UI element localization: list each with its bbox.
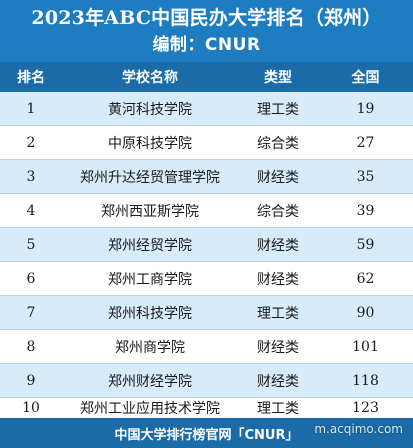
school-cell: 郑州升达经贸管理学院 <box>80 169 220 186</box>
rank-cell: 2 <box>26 134 36 151</box>
score-cell: 27 <box>356 134 375 151</box>
school-cell: 中原科技学院 <box>108 135 192 152</box>
school-cell: 郑州经贸学院 <box>108 237 192 254</box>
table-row: 2 中原科技学院 综合类 27 <box>0 126 413 160</box>
table-row: 9 郑州财经学院 财经类 118 <box>0 364 413 398</box>
rank-cell: 7 <box>26 304 36 321</box>
rank-cell: 10 <box>22 400 40 416</box>
table-row: 5 郑州经贸学院 财经类 59 <box>0 228 413 262</box>
rank-cell: 4 <box>26 202 36 219</box>
table-row: 1 黄河科技学院 理工类 19 <box>0 92 413 126</box>
footer-banner: 中国大学排行榜官网「CNUR」 <box>0 418 413 448</box>
type-cell: 综合类 <box>257 203 299 220</box>
school-cell: 郑州财经学院 <box>108 373 192 390</box>
table-header: 排名 学校名称 类型 全国 <box>0 62 413 92</box>
table-row: 8 郑州商学院 财经类 101 <box>0 330 413 364</box>
type-cell: 财经类 <box>257 169 299 186</box>
watermark: m.acqimo.com <box>314 422 403 436</box>
type-cell: 财经类 <box>257 339 299 356</box>
page-title: 2023年ABC中国民办大学排名（郑州） <box>31 7 382 29</box>
table-row: 3 郑州升达经贸管理学院 财经类 35 <box>0 160 413 194</box>
table-row: 4 郑州西亚斯学院 综合类 39 <box>0 194 413 228</box>
score-cell: 62 <box>356 270 375 287</box>
rank-cell: 3 <box>26 168 36 185</box>
score-cell: 101 <box>352 338 379 355</box>
school-cell: 郑州科技学院 <box>108 305 192 322</box>
rank-cell: 8 <box>26 338 36 355</box>
score-cell: 59 <box>356 236 375 253</box>
score-cell: 19 <box>356 100 375 117</box>
school-cell: 郑州工业应用技术学院 <box>80 401 220 417</box>
footer-text: 中国大学排行榜官网「CNUR」 <box>114 427 299 443</box>
type-cell: 综合类 <box>257 135 299 152</box>
score-cell: 90 <box>356 304 375 321</box>
type-cell: 财经类 <box>257 373 299 390</box>
rank-cell: 1 <box>26 100 36 117</box>
score-cell: 123 <box>352 400 379 416</box>
score-cell: 35 <box>356 168 375 185</box>
school-cell: 黄河科技学院 <box>108 101 192 118</box>
table-row: 7 郑州科技学院 理工类 90 <box>0 296 413 330</box>
score-cell: 39 <box>356 202 375 219</box>
type-cell: 理工类 <box>257 401 299 417</box>
rank-cell: 9 <box>26 372 36 389</box>
school-cell: 郑州西亚斯学院 <box>101 203 199 220</box>
type-cell: 财经类 <box>257 237 299 254</box>
score-cell: 118 <box>352 372 379 389</box>
table-row: 6 郑州工商学院 财经类 62 <box>0 262 413 296</box>
header-type: 类型 <box>264 70 292 86</box>
rank-cell: 5 <box>26 236 36 253</box>
rank-cell: 6 <box>26 270 36 287</box>
type-cell: 财经类 <box>257 271 299 288</box>
table-row: 10 郑州工业应用技术学院 理工类 123 <box>0 398 413 418</box>
type-cell: 理工类 <box>257 101 299 118</box>
header-school: 学校名称 <box>122 70 178 86</box>
page-subtitle: 编制：CNUR <box>152 35 261 55</box>
title-block: 2023年ABC中国民办大学排名（郑州） 编制：CNUR <box>0 0 413 62</box>
header-score: 全国 <box>351 70 380 86</box>
header-rank: 排名 <box>17 70 45 86</box>
school-cell: 郑州工商学院 <box>108 271 192 288</box>
type-cell: 理工类 <box>257 305 299 322</box>
school-cell: 郑州商学院 <box>115 339 185 356</box>
